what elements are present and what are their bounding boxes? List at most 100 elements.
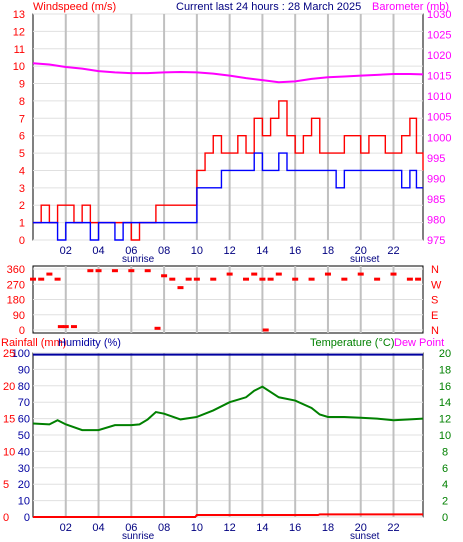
- rainfall-series-line: [33, 513, 423, 518]
- temperature-y-tick-label: 12: [439, 414, 451, 426]
- humidity-y-tick-label: 80: [18, 381, 30, 393]
- direction-y-tick-label: 180: [7, 295, 25, 307]
- barometer-title: Barometer (mb): [372, 1, 449, 13]
- wind-x-tick-label: 10: [191, 245, 203, 257]
- sunset-label-bottom: sunset: [350, 531, 380, 542]
- climate-x-tick-label: 02: [60, 522, 72, 534]
- climate-x-tick-label: 04: [92, 522, 104, 534]
- direction-point: [169, 277, 176, 281]
- direction-point: [259, 277, 266, 281]
- gust-series-line: [33, 100, 424, 241]
- wind-x-tick-label: 22: [387, 245, 399, 257]
- direction-point: [251, 272, 258, 276]
- windspeed-series-line: [33, 152, 423, 241]
- direction-point: [30, 277, 36, 281]
- wind-y-tick-label: 4: [19, 165, 25, 177]
- direction-y-axis: 0 90 180 270 360: [7, 264, 25, 337]
- compass-label: N: [431, 325, 439, 337]
- barometer-y-tick-label: 990: [427, 173, 445, 185]
- climate-x-tick-label: 10: [191, 522, 203, 534]
- direction-point: [54, 277, 61, 281]
- chart-period-title: Current last 24 hours : 28 March 2025: [176, 1, 361, 13]
- climate-x-axis: 02 04 06 08 10 12 14 16 18 20 22: [60, 522, 400, 534]
- wind-y-tick-label: 12: [13, 26, 25, 38]
- rainfall-y-axis: 0 5 10 15 20 25: [3, 348, 15, 524]
- rainfall-y-tick-label: 15: [3, 414, 15, 426]
- humidity-y-tick-label: 100: [12, 348, 30, 360]
- direction-point: [111, 269, 118, 273]
- climate-series: [32, 353, 424, 518]
- temperature-y-tick-label: 20: [439, 348, 451, 360]
- wind-x-tick-label: 20: [355, 245, 367, 257]
- barometer-y-tick-label: 985: [427, 194, 445, 206]
- wind-x-tick-label: 12: [224, 245, 236, 257]
- barometer-y-tick-label: 1005: [427, 112, 451, 124]
- barometer-y-tick-label: 1000: [427, 132, 451, 144]
- wind-y-tick-label: 11: [14, 44, 25, 56]
- wind-x-tick-label: 14: [256, 245, 268, 257]
- direction-point: [70, 325, 77, 329]
- wind-y-tick-label: 9: [19, 79, 25, 91]
- direction-point: [374, 277, 381, 281]
- temperature-y-tick-label: 10: [439, 430, 451, 442]
- direction-point: [406, 277, 413, 281]
- direction-point: [57, 325, 64, 329]
- wind-y-tick-label: 13: [13, 9, 25, 21]
- compass-label: E: [431, 310, 438, 322]
- rainfall-y-tick-label: 20: [3, 381, 15, 393]
- wind-x-axis: 02 04 06 08 10 12 14 16 18 20 22: [60, 245, 400, 257]
- rainfall-y-tick-label: 5: [3, 479, 9, 491]
- barometer-y-tick-label: 1010: [427, 91, 451, 103]
- humidity-title: Humidity (%): [58, 337, 121, 349]
- barometer-y-tick-label: 1030: [427, 9, 451, 21]
- climate-x-tick-label: 06: [125, 522, 137, 534]
- humidity-y-tick-label: 30: [18, 463, 30, 475]
- direction-point: [262, 328, 269, 332]
- direction-y-tick-label: 360: [7, 264, 25, 276]
- barometer-y-tick-label: 995: [427, 153, 445, 165]
- direction-y-tick-label: 0: [19, 325, 25, 337]
- wind-y-tick-label: 8: [19, 96, 25, 108]
- humidity-y-tick-label: 40: [18, 446, 30, 458]
- barometer-y-tick-label: 975: [427, 235, 445, 247]
- compass-label: W: [431, 279, 442, 291]
- direction-point: [324, 272, 331, 276]
- direction-point: [185, 277, 192, 281]
- wind-grid: [33, 13, 423, 241]
- compass-label: N: [431, 264, 439, 276]
- direction-point: [292, 277, 299, 281]
- temperature-y-tick-label: 16: [439, 381, 451, 393]
- temperature-y-tick-label: 4: [442, 479, 448, 491]
- direction-point: [308, 277, 315, 281]
- direction-point: [95, 269, 102, 273]
- climate-x-tick-label: 22: [387, 522, 399, 534]
- direction-point: [161, 274, 168, 278]
- temperature-y-tick-label: 18: [439, 364, 451, 376]
- wind-x-tick-label: 04: [92, 245, 104, 257]
- wind-y-tick-label: 7: [19, 113, 25, 125]
- humidity-y-tick-label: 0: [24, 512, 30, 524]
- rainfall-y-tick-label: 25: [3, 348, 15, 360]
- temperature-series-line: [32, 385, 424, 432]
- direction-point: [193, 277, 200, 281]
- dew-point-title: Dew Point: [394, 337, 444, 349]
- temperature-y-tick-label: 2: [442, 496, 448, 508]
- direction-point: [38, 277, 45, 281]
- climate-x-tick-label: 08: [158, 522, 170, 534]
- wind-series: [32, 62, 424, 241]
- humidity-y-tick-label: 10: [18, 496, 30, 508]
- barometer-series-line: [32, 62, 424, 84]
- direction-point: [243, 277, 250, 281]
- direction-point: [87, 269, 94, 273]
- climate-x-tick-label: 20: [355, 522, 367, 534]
- humidity-y-tick-label: 90: [18, 364, 30, 376]
- direction-points: [30, 269, 422, 332]
- direction-point: [128, 269, 135, 273]
- barometer-y-tick-label: 980: [427, 214, 445, 226]
- direction-point: [177, 286, 184, 290]
- barometer-y-tick-label: 1025: [427, 30, 451, 42]
- barometer-y-tick-label: 1015: [427, 71, 451, 83]
